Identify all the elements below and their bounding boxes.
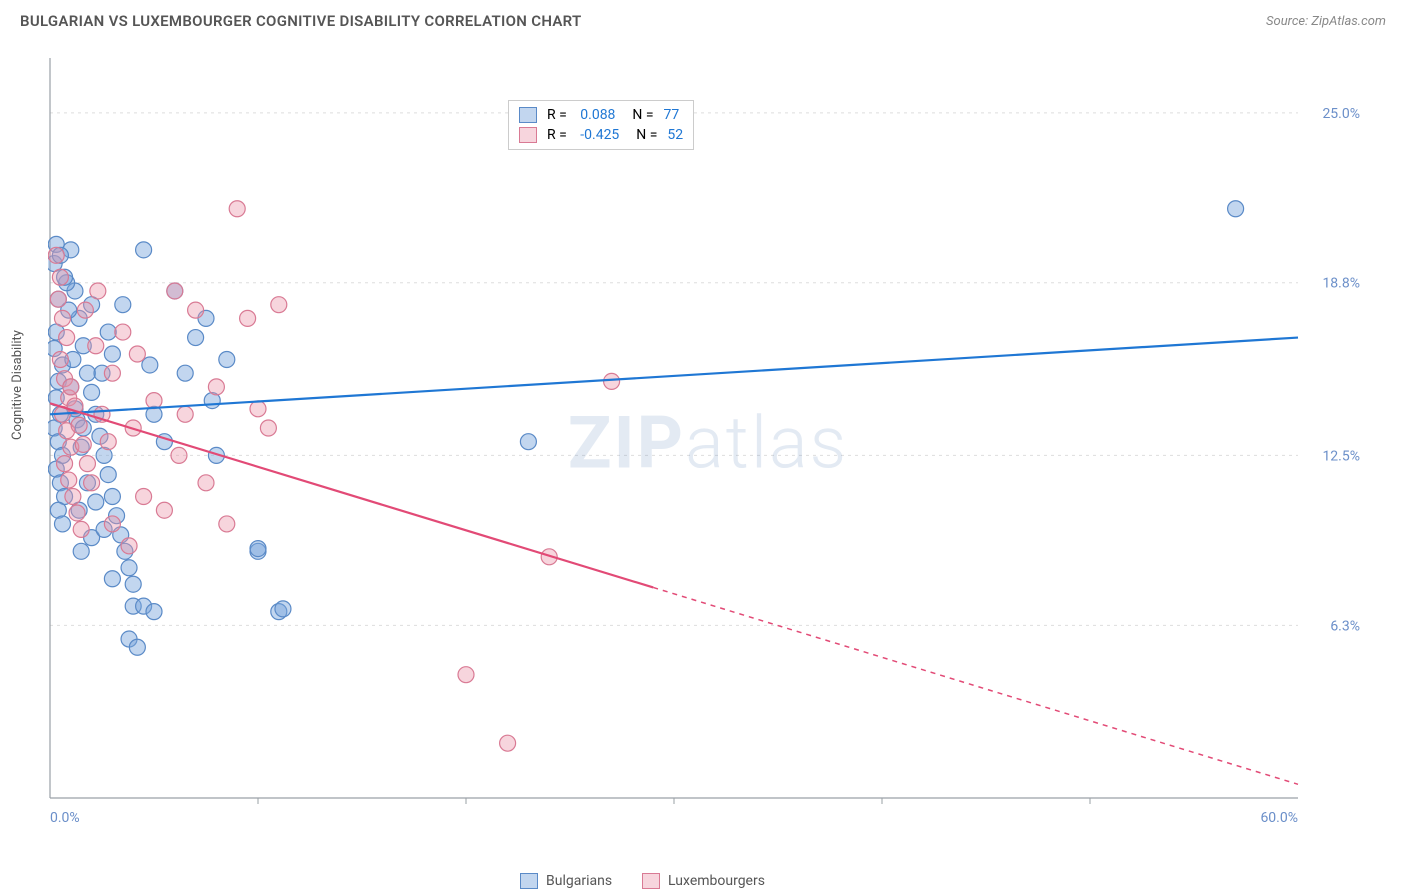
legend-label: Bulgarians: [546, 873, 612, 889]
svg-text:60.0%: 60.0%: [1260, 810, 1298, 826]
legend-item: Luxembourgers: [642, 873, 765, 889]
swatch-bulgarians: [519, 107, 537, 123]
legend-stats: R = 0.088 N = 77 R = -0.425 N = 52: [508, 100, 694, 150]
legend-bottom: Bulgarians Luxembourgers: [520, 873, 765, 889]
svg-text:18.8%: 18.8%: [1322, 276, 1360, 292]
swatch-bulgarians: [520, 873, 538, 889]
chart-title: BULGARIAN VS LUXEMBOURGER COGNITIVE DISA…: [20, 12, 582, 30]
legend-stats-row: R = -0.425 N = 52: [519, 125, 683, 145]
svg-text:12.5%: 12.5%: [1322, 448, 1360, 464]
scatter-plot: 6.3% 12.5% 18.8% 25.0% 0.0% 60.0%: [48, 48, 1368, 838]
legend-label: Luxembourgers: [668, 873, 765, 889]
swatch-luxembourgers: [519, 127, 537, 143]
chart-area: 6.3%12.5%18.8%25.0%0.0%60.0% ZIPatlas R …: [48, 48, 1368, 838]
n-value-1: 52: [667, 127, 683, 143]
source-label: Source: ZipAtlas.com: [1266, 14, 1386, 29]
r-value-1: -0.425: [580, 127, 619, 143]
n-value-0: 77: [664, 107, 680, 123]
svg-text:6.3%: 6.3%: [1330, 618, 1360, 634]
y-axis-label: Cognitive Disability: [10, 330, 25, 440]
svg-text:25.0%: 25.0%: [1322, 106, 1360, 122]
legend-stats-row: R = 0.088 N = 77: [519, 105, 683, 125]
title-row: BULGARIAN VS LUXEMBOURGER COGNITIVE DISA…: [0, 0, 1406, 38]
swatch-luxembourgers: [642, 873, 660, 889]
r-value-0: 0.088: [580, 107, 615, 123]
svg-text:0.0%: 0.0%: [50, 810, 80, 826]
legend-item: Bulgarians: [520, 873, 612, 889]
